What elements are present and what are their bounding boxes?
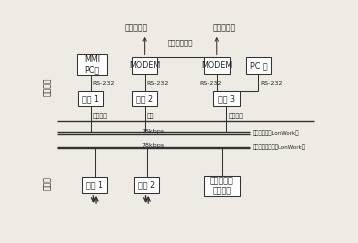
Text: 公用电话网: 公用电话网 xyxy=(212,24,235,33)
Bar xyxy=(213,91,240,106)
Text: MODEM: MODEM xyxy=(201,61,232,70)
Bar xyxy=(204,57,229,74)
Text: 就地监控: 就地监控 xyxy=(93,113,108,119)
Text: 间隔层: 间隔层 xyxy=(43,176,52,190)
Text: RS-232: RS-232 xyxy=(93,80,115,86)
Bar xyxy=(82,177,107,193)
Text: 监控总线网（LonWork）: 监控总线网（LonWork） xyxy=(253,130,299,136)
Bar xyxy=(78,91,103,106)
Text: 至调度中心: 至调度中心 xyxy=(125,24,148,33)
Text: 主站 1: 主站 1 xyxy=(82,94,99,103)
Text: 工程师站: 工程师站 xyxy=(229,113,244,119)
Text: MODEM: MODEM xyxy=(129,61,160,70)
Text: 78kbps: 78kbps xyxy=(141,129,165,134)
Text: 专用集中式
录波装置: 专用集中式 录波装置 xyxy=(210,176,234,196)
Text: 间隔 1: 间隔 1 xyxy=(86,180,103,189)
Bar xyxy=(246,57,271,74)
Bar xyxy=(132,57,158,74)
Text: RS-232: RS-232 xyxy=(147,80,169,86)
Text: RS-232: RS-232 xyxy=(261,80,283,86)
Bar xyxy=(134,177,159,193)
Text: 变电站层: 变电站层 xyxy=(43,78,52,96)
Bar xyxy=(204,176,240,196)
Text: 运动: 运动 xyxy=(147,113,154,119)
Text: 录波专用总线网（LonWork）: 录波专用总线网（LonWork） xyxy=(253,145,306,150)
Text: 78kbps: 78kbps xyxy=(141,143,165,148)
Text: 专用运动通道: 专用运动通道 xyxy=(168,39,193,46)
Text: 间隔 2: 间隔 2 xyxy=(138,180,155,189)
Text: 主站 2: 主站 2 xyxy=(136,94,153,103)
Text: PC 机: PC 机 xyxy=(250,61,267,70)
Bar xyxy=(77,54,107,75)
Bar xyxy=(132,91,157,106)
Text: MMI
PC机: MMI PC机 xyxy=(84,55,100,74)
Text: RS-232: RS-232 xyxy=(199,80,222,86)
Text: 主站 3: 主站 3 xyxy=(218,94,235,103)
